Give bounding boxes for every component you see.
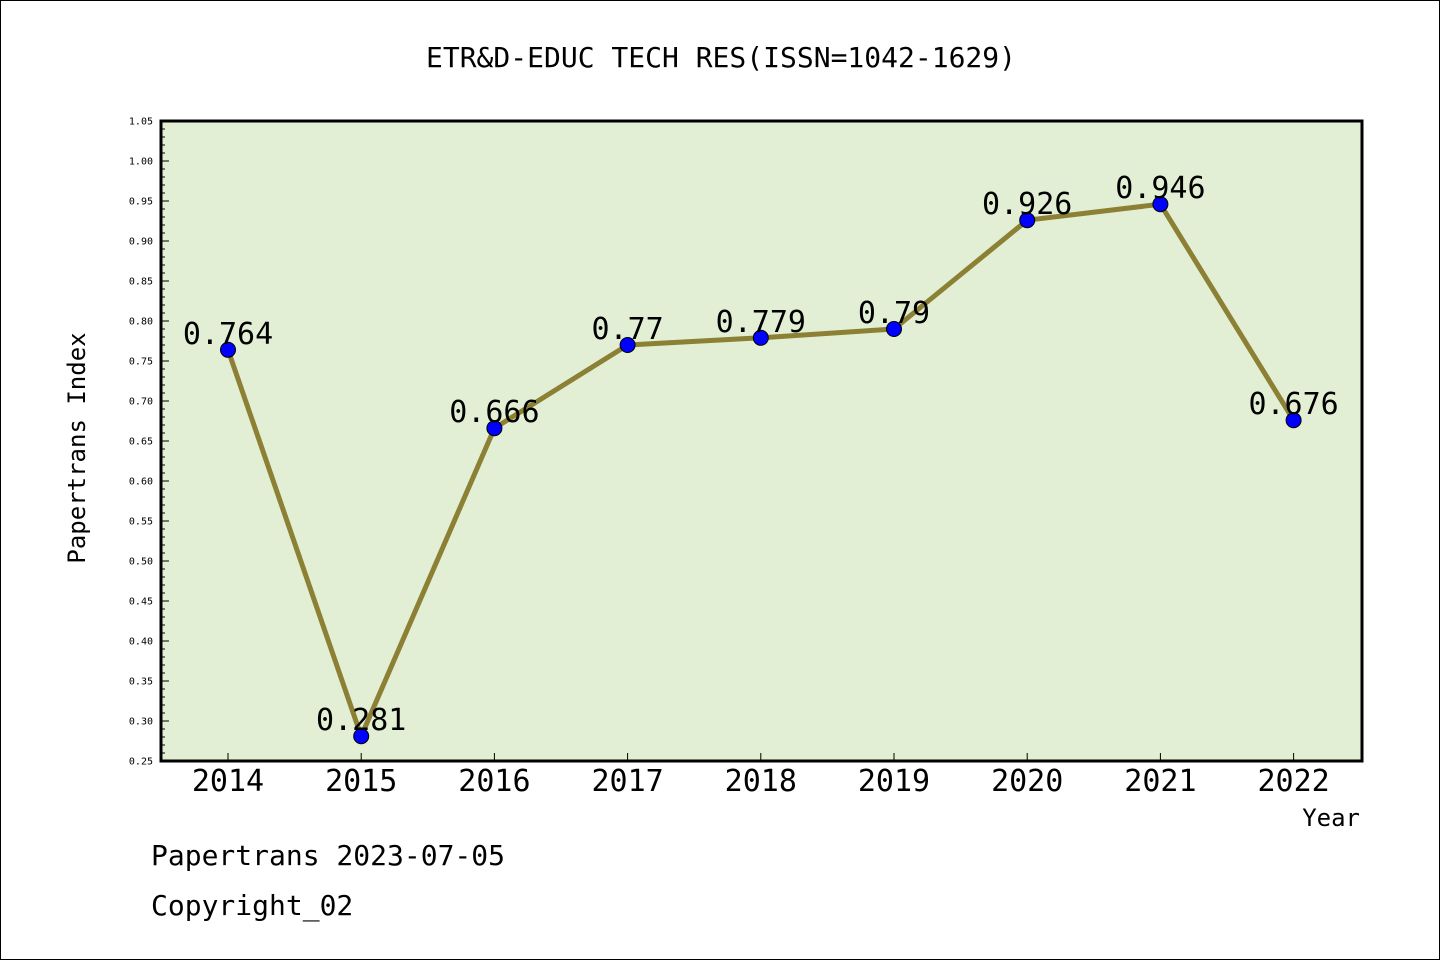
x-tick-label: 2018 [725, 764, 797, 799]
x-tick-label: 2017 [591, 764, 663, 799]
data-label-2022: 0.676 [1248, 387, 1338, 422]
x-tick-label: 2016 [458, 764, 530, 799]
y-tick-label: 0.25 [129, 757, 153, 768]
footer-date: Papertrans 2023-07-05 [151, 839, 505, 872]
chart-title: ETR&D-EDUC TECH RES(ISSN=1042-1629) [426, 41, 1016, 74]
y-tick-label: 0.95 [129, 197, 153, 208]
x-tick-label: 2019 [858, 764, 930, 799]
data-labels: 0.764 0.281 0.666 0.77 0.779 0.79 0.926 0.946 0.… [183, 171, 1339, 738]
y-tick-label: 0.45 [129, 597, 153, 608]
y-axis-label: Papertrans Index [63, 332, 91, 563]
plot-area [159, 119, 1364, 763]
y-tick-label: 1.00 [129, 157, 153, 168]
data-label-2016: 0.666 [449, 395, 539, 430]
x-tick-label: 2014 [192, 764, 264, 799]
data-point-2020 [1019, 212, 1036, 229]
y-tick-label: 0.85 [129, 277, 153, 288]
data-point-2021 [1152, 196, 1169, 213]
data-label-2015: 0.281 [316, 703, 406, 738]
x-axis-label: Year [1302, 804, 1360, 832]
y-axis: 0.25 0.30 0.35 0.40 0.45 0.50 0.55 0.60 0.65 0.70… [129, 117, 169, 768]
data-label-2018: 0.779 [716, 305, 806, 340]
y-tick-label: 0.60 [129, 477, 153, 488]
x-tick-label: 2021 [1124, 764, 1196, 799]
data-label-2019: 0.79 [858, 296, 930, 331]
y-tick-label: 0.55 [129, 517, 153, 528]
data-point-2018 [752, 329, 769, 346]
y-tick-label: 1.05 [129, 117, 153, 128]
data-label-2017: 0.77 [591, 312, 663, 347]
y-tick-label: 0.35 [129, 677, 153, 688]
series-line [220, 196, 1302, 745]
y-tick-label: 0.40 [129, 637, 153, 648]
y-tick-label: 0.50 [129, 557, 153, 568]
data-label-2021: 0.946 [1115, 171, 1205, 206]
y-tick-label: 0.65 [129, 437, 153, 448]
data-point-2019 [886, 321, 902, 337]
x-tick-label: 2020 [991, 764, 1063, 799]
x-tick-label: 2015 [325, 764, 397, 799]
footer-copyright: Copyright_02 [151, 889, 353, 923]
x-axis: 2014 2015 2016 2017 2018 2019 2020 2021 2022 [192, 753, 1330, 799]
data-point-2014 [220, 341, 236, 358]
y-tick-label: 0.70 [129, 397, 153, 408]
y-tick-label: 0.90 [129, 237, 153, 248]
data-point-2022 [1285, 412, 1302, 429]
y-tick-label: 0.75 [129, 357, 153, 368]
data-point-2017 [619, 337, 636, 353]
y-tick-label: 0.80 [129, 317, 153, 328]
data-point-2015 [353, 728, 370, 745]
data-label-2020: 0.926 [982, 187, 1072, 222]
data-point-2016 [486, 420, 503, 437]
y-tick-label: 0.30 [129, 717, 153, 728]
x-tick-label: 2022 [1257, 764, 1329, 799]
data-label-2014: 0.764 [183, 317, 273, 352]
